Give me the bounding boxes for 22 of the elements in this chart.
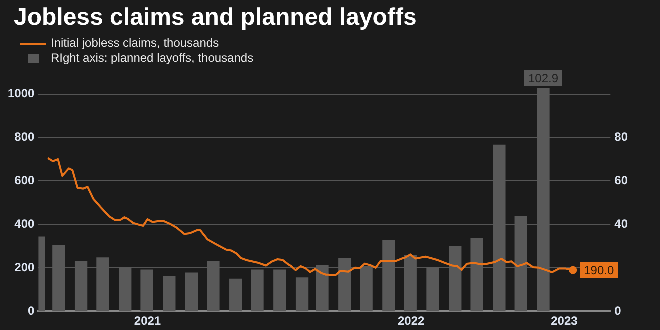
y2-tick-label: 80 bbox=[614, 130, 628, 144]
bar bbox=[185, 272, 198, 312]
y-tick-label: 800 bbox=[14, 130, 36, 144]
y2-tick-label: 60 bbox=[614, 174, 628, 188]
x-tick-label: 2021 bbox=[134, 314, 162, 328]
chart-title: Jobless claims and planned layoffs bbox=[13, 3, 418, 33]
y-tick-label: 600 bbox=[14, 174, 36, 188]
y2-tick-label: 0 bbox=[614, 304, 622, 318]
bar bbox=[230, 278, 242, 312]
data-label: 190.0 bbox=[584, 264, 614, 278]
y-tick-label: 0 bbox=[28, 304, 36, 318]
x-tick-label: 2023 bbox=[551, 314, 578, 328]
y-tick-label: 400 bbox=[14, 216, 36, 231]
x-tick-label: 2022 bbox=[398, 314, 426, 328]
legend-label: RIght axis: planned layoffs, thousands bbox=[51, 51, 254, 66]
bar bbox=[296, 278, 309, 312]
legend-label: Initial jobless claims, thousands bbox=[51, 36, 220, 51]
data-label: 102.9 bbox=[528, 71, 559, 86]
y2-tick-label: 40 bbox=[614, 216, 628, 231]
y-tick-label: 200 bbox=[14, 260, 36, 274]
y-tick-label: 1000 bbox=[8, 86, 36, 101]
bar bbox=[163, 276, 176, 312]
